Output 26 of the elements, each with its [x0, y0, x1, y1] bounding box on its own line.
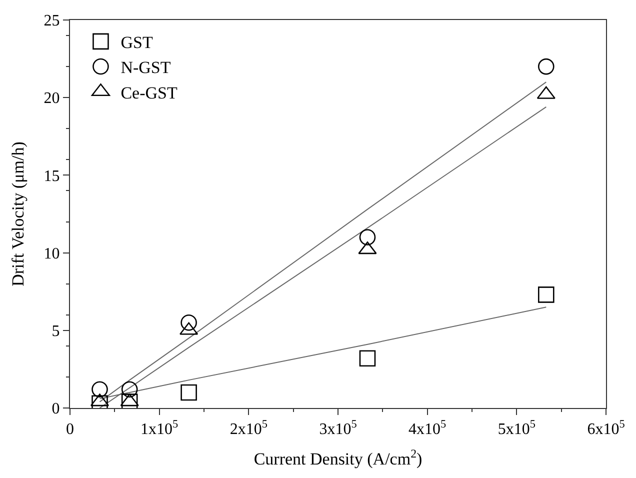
- point: [180, 314, 197, 331]
- x-axis-title: Current Density (A/cm$^{2}$): [254, 446, 422, 469]
- legend-label: GST: [120, 33, 154, 52]
- point: [538, 58, 554, 75]
- point: [121, 381, 138, 398]
- y-tick-label: 0: [52, 400, 60, 418]
- x-tick-label: 1x10$^{5}$: [140, 418, 179, 438]
- legend-label: Ce-GST: [120, 83, 178, 102]
- x-tick-label: 3x10$^{5}$: [319, 418, 358, 438]
- x-tick-label: 4x10$^{5}$: [408, 418, 447, 438]
- x-tick-label: 5x10$^{5}$: [498, 418, 536, 438]
- point: [180, 384, 197, 401]
- y-tick-label: 20: [44, 90, 60, 108]
- x-tick-label: 6x10$^{5}$: [587, 418, 626, 438]
- point: [538, 286, 554, 303]
- point: [359, 229, 376, 246]
- legend-label: N-GST: [120, 58, 172, 78]
- y-tick-label: 5: [52, 323, 60, 340]
- x-tick-label: 2x10$^{5}$: [230, 418, 268, 438]
- y-tick-label: 10: [44, 245, 60, 262]
- point: [359, 350, 376, 366]
- y-axis-title: Drift Velocity (μm/h): [8, 142, 28, 286]
- x-tick-label: 0: [66, 421, 74, 438]
- y-tick-label: 25: [44, 12, 60, 30]
- point: [92, 381, 108, 398]
- y-tick-label: 15: [44, 168, 60, 185]
